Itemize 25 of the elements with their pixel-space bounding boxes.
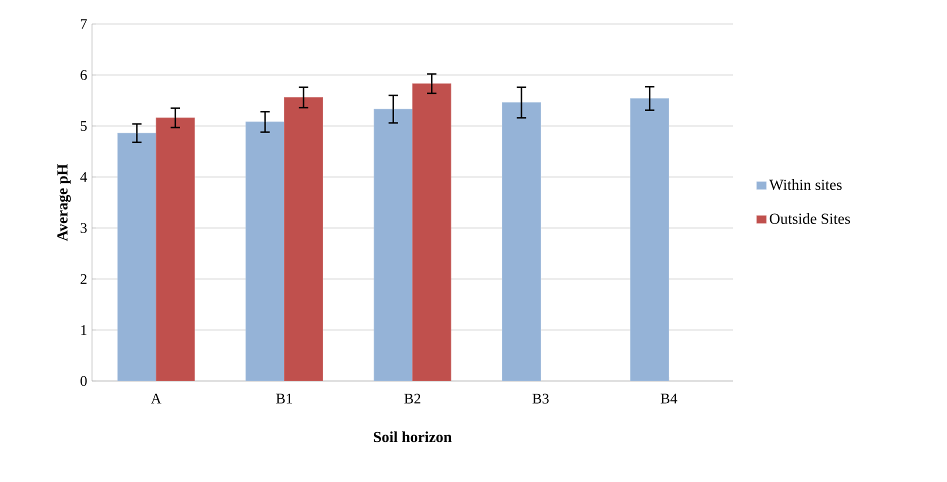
x-tick-label: B1 [276,394,292,404]
bar [502,102,541,381]
y-tick-label: 3 [80,223,87,233]
bar [412,83,452,381]
x-axis-title: Soil horizon [374,431,452,442]
y-tick-label: 5 [80,121,87,131]
y-tick-label: 2 [80,274,86,284]
bar [246,122,285,381]
x-tick-label: A [150,394,162,404]
legend-label: Within sites [769,179,842,190]
bar [117,132,156,381]
bar [630,98,670,381]
y-tick-label: 1 [81,325,86,335]
bar [156,118,195,381]
x-tick-label: B3 [532,394,549,404]
x-tick-label: B4 [660,394,678,404]
legend-label: Outside Sites [770,213,850,224]
y-tick-label: 4 [80,172,88,182]
y-tick-label: 0 [80,376,87,386]
y-tick-label: 6 [80,70,87,80]
bar [284,97,324,381]
bar [374,108,413,381]
y-axis-title: Average pH [57,164,71,242]
x-tick-label: B2 [404,394,420,404]
y-tick-label: 7 [80,19,87,29]
